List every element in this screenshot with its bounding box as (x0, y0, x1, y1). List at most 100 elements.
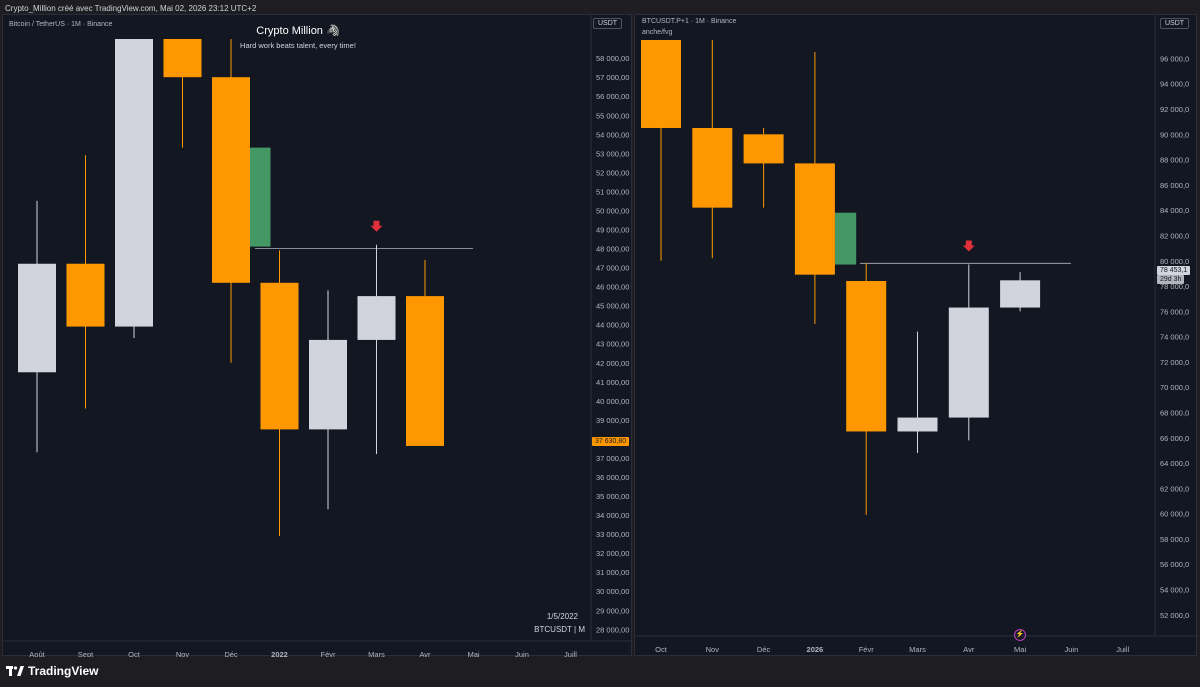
price-tick-label: 96 000,0 (1160, 54, 1189, 63)
price-tick-label: 50 000,00 (596, 206, 629, 215)
price-tick-label: 55 000,00 (596, 111, 629, 120)
price-tick-label: 33 000,00 (596, 530, 629, 539)
candle-body (948, 307, 989, 418)
candle (406, 259, 444, 446)
footer-bar: TradingView (0, 657, 1200, 687)
price-axis: 96 000,0 94 000,0 92 000,0 90 000,0 88 000,0… (1160, 54, 1189, 619)
candle (743, 127, 784, 208)
symbol-label: BTCUSDT.P+1 · 1M · Binance (642, 18, 737, 25)
price-tick-label: 51 000,00 (596, 187, 629, 196)
price-tick-label: 45 000,00 (596, 302, 629, 311)
symbol-label: Bitcoin / TetherUS · 1M · Binance (9, 21, 113, 28)
candle-body (115, 39, 153, 327)
brand-text: TradingView (28, 664, 99, 678)
chart-pane-left[interactable]: 58 000,00 57 000,00 56 000,00 55 000,00 54 0… (2, 14, 633, 657)
candle (357, 244, 396, 455)
candle-body (743, 134, 784, 164)
indicator-label: anche/fvg (642, 29, 673, 36)
time-tick-label: Juill (564, 650, 577, 657)
candle-body (212, 77, 250, 283)
time-tick-label: Nov (706, 645, 720, 654)
price-tick-label: 40 000,00 (596, 397, 629, 406)
overlay-title: Crypto Million 🦓 (256, 25, 340, 37)
candle (948, 264, 989, 441)
price-axis: 58 000,00 57 000,00 56 000,00 55 000,00 54 0… (596, 54, 629, 634)
candle-body (18, 263, 56, 373)
price-tick-label: 68 000,0 (1160, 409, 1189, 418)
price-tick-label: 52 000,00 (596, 168, 629, 177)
time-tick-label: 2026 (807, 645, 824, 654)
countdown-label: 29d 3h (1157, 275, 1185, 284)
time-tick-label: Avr (419, 650, 431, 657)
candle (897, 331, 938, 453)
candle-body (163, 39, 202, 78)
price-tick-label: 70 000,0 (1160, 383, 1189, 392)
fvg-zone (834, 212, 857, 265)
price-tick-label: 28 000,00 (596, 625, 629, 634)
price-tick-label: 82 000,0 (1160, 231, 1189, 240)
price-tick-label: 74 000,0 (1160, 333, 1189, 342)
down-arrow-icon (962, 240, 975, 252)
price-tick-label: 66 000,0 (1160, 434, 1189, 443)
candle (794, 52, 835, 324)
price-tick-label: 58 000,0 (1160, 535, 1189, 544)
overlay-subtitle: Hard work beats talent, every time! (240, 41, 356, 50)
candle (163, 39, 202, 148)
chart-caption-bar: Crypto_Million créé avec TradingView.com… (0, 0, 1200, 16)
price-tick-label: 92 000,0 (1160, 105, 1189, 114)
time-tick-label: Mars (909, 645, 926, 654)
candle-body (897, 417, 938, 432)
candle-body (794, 163, 835, 275)
fvg-zone (250, 147, 271, 247)
candle-body (309, 339, 347, 430)
candlestick-chart-left[interactable]: 58 000,00 57 000,00 56 000,00 55 000,00 54 0… (3, 15, 633, 657)
candle (641, 40, 681, 261)
time-axis: Août Sept Oct Nov Déc 2022 Févr Mars Avr Mai Juin J… (29, 650, 577, 657)
chart-pane-right[interactable]: 96 000,0 94 000,0 92 000,0 90 000,0 88 000,0… (634, 14, 1198, 657)
price-tick-label: 46 000,00 (596, 283, 629, 292)
price-tick-label: 35 000,00 (596, 492, 629, 501)
price-tick-label: 41 000,00 (596, 378, 629, 387)
price-tick-label: 39 000,00 (596, 416, 629, 425)
price-tick-label: 80 000,0 (1160, 257, 1189, 266)
price-tick-label: 37 000,00 (596, 454, 629, 463)
candle-body (692, 127, 733, 208)
time-tick-label: Févr (321, 650, 337, 657)
price-tick-label: 36 000,00 (596, 473, 629, 482)
price-tick-label: 52 000,0 (1160, 611, 1189, 620)
time-tick-label: Oct (655, 645, 668, 654)
price-tick-label: 88 000,0 (1160, 156, 1189, 165)
price-tick-label: 72 000,0 (1160, 358, 1189, 367)
lightning-icon[interactable]: ⚡ (1014, 629, 1026, 641)
time-tick-label: Déc (224, 650, 238, 657)
candle-body (357, 296, 396, 340)
price-tick-label: 76 000,0 (1160, 307, 1189, 316)
candle (309, 290, 347, 510)
candle (18, 200, 56, 453)
candle (260, 250, 299, 536)
time-tick-label: Sept (78, 650, 94, 657)
time-tick-label: Nov (176, 650, 190, 657)
candlestick-chart-right[interactable]: 96 000,0 94 000,0 92 000,0 90 000,0 88 000,0… (635, 15, 1198, 657)
price-tick-label: 48 000,00 (596, 245, 629, 254)
last-price-label: 37 630,80 (592, 437, 630, 446)
caption-text: Crypto_Million créé avec TradingView.com… (5, 4, 257, 13)
time-tick-label: Juin (515, 650, 529, 657)
candle-body (641, 40, 681, 128)
currency-badge[interactable]: USDT (593, 18, 623, 29)
candle (846, 263, 887, 515)
price-tick-label: 64 000,0 (1160, 459, 1189, 468)
price-tick-label: 57 000,00 (596, 73, 629, 82)
down-arrow-icon (370, 220, 383, 232)
candle (1000, 272, 1041, 312)
candle (66, 155, 105, 409)
currency-badge[interactable]: USDT (1160, 18, 1190, 29)
time-tick-label: Déc (757, 645, 771, 654)
candle (692, 40, 733, 259)
price-tick-label: 49 000,00 (596, 225, 629, 234)
price-tick-label: 53 000,00 (596, 149, 629, 158)
price-tick-label: 58 000,00 (596, 54, 629, 63)
ticker-stamp: BTCUSDT | M (534, 625, 585, 634)
price-tick-label: 60 000,0 (1160, 510, 1189, 519)
candle-body (66, 263, 105, 327)
